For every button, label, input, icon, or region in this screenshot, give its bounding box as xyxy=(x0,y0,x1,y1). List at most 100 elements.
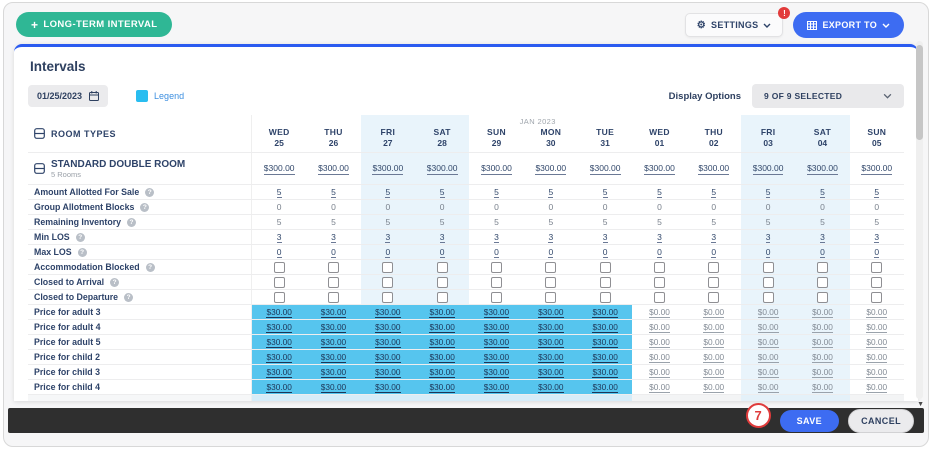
price-value[interactable]: $30.00 xyxy=(592,351,618,363)
price-value[interactable]: $30.00 xyxy=(320,351,347,363)
editable-value[interactable]: 0 xyxy=(385,246,391,258)
closed-to-arrival-checkbox[interactable] xyxy=(708,276,720,288)
price-value[interactable]: $0.00 xyxy=(649,321,670,333)
price-value[interactable]: $30.00 xyxy=(375,381,401,393)
price-value[interactable]: $30.00 xyxy=(429,306,455,318)
collapse-icon[interactable] xyxy=(34,128,45,139)
editable-value[interactable]: 3 xyxy=(602,231,608,243)
price-value[interactable]: $0.00 xyxy=(812,321,833,333)
closed-to-arrival-checkbox[interactable] xyxy=(436,276,448,288)
cancel-button[interactable]: CANCEL xyxy=(848,408,914,433)
price-value[interactable]: $0.00 xyxy=(703,336,725,348)
editable-value[interactable]: 0 xyxy=(874,246,880,258)
price-value[interactable]: $0.00 xyxy=(649,381,670,393)
price-value[interactable]: $0.00 xyxy=(866,306,888,318)
help-icon[interactable]: ? xyxy=(75,232,85,242)
date-picker[interactable]: 01/25/2023 xyxy=(28,85,109,107)
editable-value[interactable]: 5 xyxy=(276,186,282,198)
accommodation-blocked-checkbox[interactable] xyxy=(708,261,720,273)
vertical-scrollbar[interactable] xyxy=(916,41,923,399)
editable-value[interactable]: 3 xyxy=(494,231,499,243)
editable-value[interactable]: 0 xyxy=(765,246,771,258)
price-value[interactable]: $30.00 xyxy=(266,366,292,378)
price-value[interactable]: $0.00 xyxy=(866,321,888,333)
closed-to-departure-checkbox[interactable] xyxy=(436,291,448,303)
help-icon[interactable]: ? xyxy=(124,292,134,302)
closed-to-departure-checkbox[interactable] xyxy=(871,291,883,303)
price-value[interactable]: $0.00 xyxy=(649,366,670,378)
scrollbar-thumb[interactable] xyxy=(916,45,923,140)
closed-to-arrival-checkbox[interactable] xyxy=(273,276,285,288)
help-icon[interactable]: ? xyxy=(127,217,137,227)
price-value[interactable]: $30.00 xyxy=(375,306,401,318)
help-icon[interactable]: ? xyxy=(145,187,155,197)
accommodation-blocked-checkbox[interactable] xyxy=(545,261,557,273)
accommodation-blocked-checkbox[interactable] xyxy=(327,261,339,273)
editable-value[interactable]: 5 xyxy=(439,186,445,198)
editable-value[interactable]: 5 xyxy=(820,186,825,198)
closed-to-arrival-checkbox[interactable] xyxy=(327,276,339,288)
price-value[interactable]: $30.00 xyxy=(266,351,292,363)
price-value[interactable]: $30.00 xyxy=(320,321,347,333)
price-value[interactable]: $30.00 xyxy=(320,381,347,393)
price-value[interactable]: $0.00 xyxy=(812,351,833,363)
accommodation-blocked-checkbox[interactable] xyxy=(599,261,611,273)
price-value[interactable]: $30.00 xyxy=(483,306,510,318)
closed-to-departure-checkbox[interactable] xyxy=(382,291,394,303)
price-value[interactable]: $0.00 xyxy=(757,306,779,318)
price-value[interactable]: $0.00 xyxy=(866,366,888,378)
price-value[interactable]: $30.00 xyxy=(320,366,347,378)
price-value[interactable]: $0.00 xyxy=(757,381,779,393)
editable-value[interactable]: 3 xyxy=(711,231,717,243)
accommodation-blocked-checkbox[interactable] xyxy=(762,261,774,273)
price-value[interactable]: $30.00 xyxy=(538,321,564,333)
rate-value[interactable]: $300.00 xyxy=(372,162,404,175)
legend-toggle[interactable]: Legend xyxy=(136,90,184,102)
accommodation-blocked-checkbox[interactable] xyxy=(816,261,828,273)
rate-value[interactable]: $300.00 xyxy=(535,162,567,175)
accommodation-blocked-checkbox[interactable] xyxy=(653,261,665,273)
help-icon[interactable]: ? xyxy=(145,262,155,272)
editable-value[interactable]: 0 xyxy=(548,246,554,258)
closed-to-departure-checkbox[interactable] xyxy=(545,291,557,303)
price-value[interactable]: $30.00 xyxy=(320,336,347,348)
help-icon[interactable]: ? xyxy=(110,277,120,287)
closed-to-departure-checkbox[interactable] xyxy=(599,291,611,303)
price-value[interactable]: $30.00 xyxy=(483,351,510,363)
price-value[interactable]: $30.00 xyxy=(429,381,455,393)
price-value[interactable]: $0.00 xyxy=(866,381,888,393)
editable-value[interactable]: 3 xyxy=(276,231,282,243)
price-value[interactable]: $0.00 xyxy=(649,306,670,318)
editable-value[interactable]: 3 xyxy=(657,231,662,243)
editable-value[interactable]: 5 xyxy=(494,186,499,198)
price-value[interactable]: $30.00 xyxy=(592,366,618,378)
price-value[interactable]: $30.00 xyxy=(375,366,401,378)
editable-value[interactable]: 3 xyxy=(874,231,880,243)
price-value[interactable]: $30.00 xyxy=(375,321,401,333)
price-value[interactable]: $30.00 xyxy=(483,336,510,348)
price-value[interactable]: $30.00 xyxy=(538,381,564,393)
price-value[interactable]: $30.00 xyxy=(429,321,455,333)
rate-value[interactable]: $300.00 xyxy=(644,162,675,175)
rate-value[interactable]: $300.00 xyxy=(752,162,784,175)
closed-to-departure-checkbox[interactable] xyxy=(816,291,828,303)
price-value[interactable]: $0.00 xyxy=(812,336,833,348)
price-value[interactable]: $30.00 xyxy=(375,336,401,348)
editable-value[interactable]: 3 xyxy=(385,231,391,243)
editable-value[interactable]: 0 xyxy=(276,246,282,258)
rate-value[interactable]: $300.00 xyxy=(481,162,512,175)
closed-to-arrival-checkbox[interactable] xyxy=(599,276,611,288)
price-value[interactable]: $30.00 xyxy=(592,321,618,333)
price-value[interactable]: $30.00 xyxy=(320,306,347,318)
editable-value[interactable]: 5 xyxy=(765,186,771,198)
accommodation-blocked-checkbox[interactable] xyxy=(382,261,394,273)
price-value[interactable]: $0.00 xyxy=(757,351,779,363)
price-value[interactable]: $0.00 xyxy=(703,381,725,393)
closed-to-arrival-checkbox[interactable] xyxy=(816,276,828,288)
closed-to-arrival-checkbox[interactable] xyxy=(490,276,502,288)
price-value[interactable]: $0.00 xyxy=(866,336,888,348)
price-value[interactable]: $30.00 xyxy=(538,351,564,363)
price-value[interactable]: $0.00 xyxy=(757,336,779,348)
rate-value[interactable]: $300.00 xyxy=(426,162,458,175)
editable-value[interactable]: 0 xyxy=(602,246,608,258)
